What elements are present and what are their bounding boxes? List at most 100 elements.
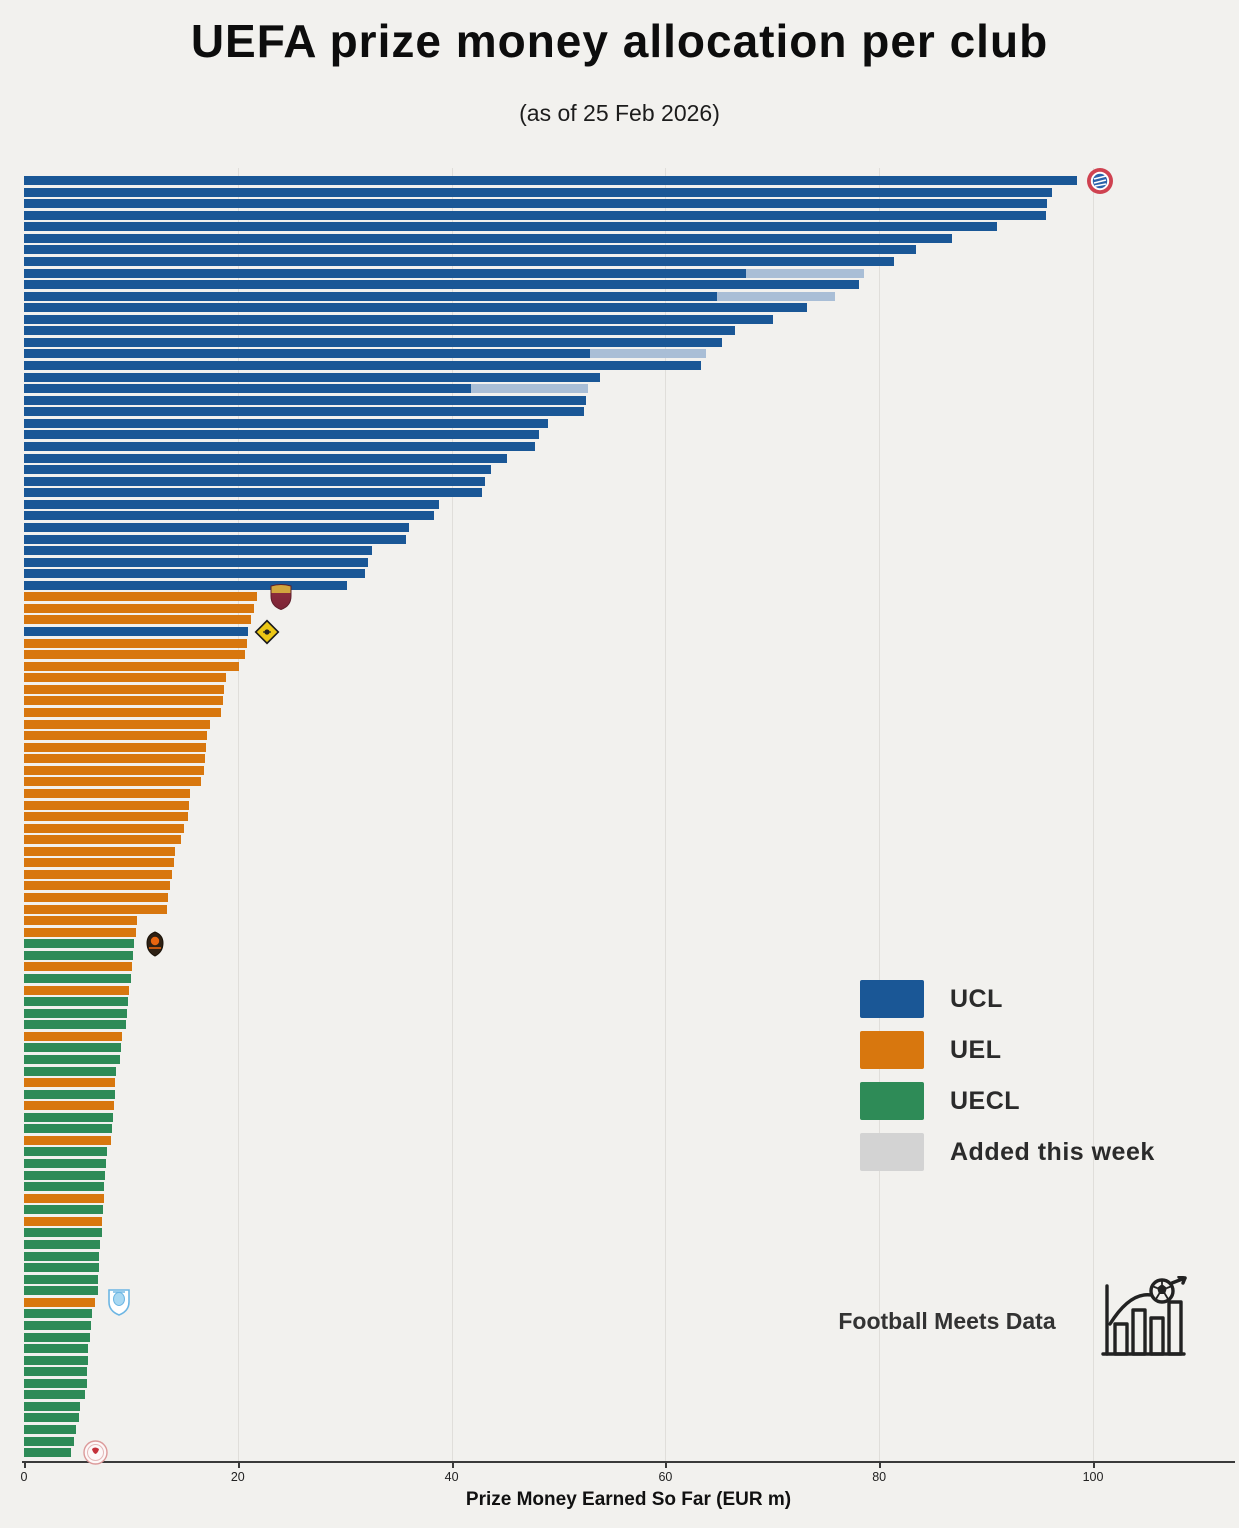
bar-28-ucl [24, 488, 482, 498]
tick-x20 [237, 1463, 240, 1468]
bar-38-uel [24, 603, 254, 613]
tick-x60 [665, 1463, 668, 1468]
bar-added-segment [716, 291, 836, 301]
legend-item-uel: UEL [860, 1031, 1155, 1069]
legend-swatch-uecl [860, 1082, 924, 1120]
bar-11-ucl [24, 291, 717, 301]
bar-41-uel [24, 638, 248, 648]
bar-19-ucl [24, 384, 471, 394]
legend-item-ucl: UCL [860, 980, 1155, 1018]
bar-25-ucl [24, 453, 508, 463]
bar-46-uel [24, 696, 223, 706]
bar-77-uecl [24, 1054, 121, 1064]
bar-66-uel [24, 927, 137, 937]
bar-added-segment [745, 268, 865, 278]
bar-37-uel [24, 592, 258, 602]
bar-74-uecl [24, 1020, 126, 1030]
bar-21-ucl [24, 407, 585, 417]
bar-13-ucl [24, 314, 774, 324]
bar-1-ucl [24, 176, 1077, 185]
bar-111-uecl [24, 1448, 72, 1458]
legend-label: Added this week [950, 1137, 1155, 1166]
tick-label-x100: 100 [1082, 1470, 1104, 1484]
bar-49-uel [24, 731, 207, 741]
bar-30-ucl [24, 511, 435, 521]
bar-7-ucl [24, 245, 916, 255]
bar-93-uecl [24, 1239, 100, 1249]
bar-70-uecl [24, 973, 131, 983]
tick-label-x80: 80 [872, 1470, 887, 1484]
bar-12-ucl [24, 303, 807, 313]
watermark-text: Football Meets Data [838, 1308, 1056, 1334]
bar-55-uel [24, 800, 189, 810]
bar-71-uel [24, 985, 129, 995]
bar-72-uecl [24, 997, 129, 1007]
x-axis-title: Prize Money Earned So Far (EUR m) [465, 1489, 792, 1510]
bar-18-ucl [24, 372, 601, 382]
bar-67-uecl [24, 939, 135, 949]
bar-20-ucl [24, 395, 587, 405]
gridline-x20 [237, 168, 239, 1461]
bar-32-ucl [24, 534, 406, 544]
bar-110-uecl [24, 1436, 75, 1446]
bar-95-uecl [24, 1263, 99, 1273]
bar-47-uel [24, 707, 221, 717]
chart-title: UEFA prize money allocation per club [190, 15, 1049, 67]
tick-label-x0: 0 [20, 1470, 28, 1484]
bar-59-uel [24, 846, 175, 856]
bar-76-uecl [24, 1043, 121, 1053]
bar-78-uecl [24, 1066, 117, 1076]
bar-44-uel [24, 673, 227, 683]
bar-69-uel [24, 962, 132, 972]
bar-60-uel [24, 858, 174, 868]
bar-45-uel [24, 684, 224, 694]
gridline-x100 [1093, 168, 1094, 1461]
bar-23-ucl [24, 430, 540, 440]
bar-105-uecl [24, 1378, 87, 1388]
bar-34-ucl [24, 557, 369, 567]
bar-103-uecl [24, 1355, 88, 1365]
bar-22-ucl [24, 418, 548, 428]
legend-label: UECL [950, 1086, 1021, 1115]
bar-50-uel [24, 742, 206, 752]
bar-82-uecl [24, 1112, 113, 1122]
bar-39-uel [24, 615, 251, 625]
legend-swatch-added-this-week [860, 1133, 924, 1171]
chart-subtitle: (as of 25 Feb 2026) [519, 100, 720, 126]
tick-x0 [24, 1463, 26, 1468]
gridline-x40 [451, 168, 453, 1461]
bar-3-ucl [24, 199, 1048, 209]
lincoln-red-imps-crest [83, 1440, 108, 1470]
bar-added-segment [470, 384, 589, 394]
bar-102-uecl [24, 1344, 89, 1354]
bar-101-uecl [24, 1332, 91, 1342]
tick-label-x20: 20 [230, 1470, 245, 1484]
bar-52-uel [24, 765, 204, 775]
gridline-x80 [879, 168, 881, 1461]
bar-24-ucl [24, 441, 535, 451]
bar-106-uecl [24, 1390, 85, 1400]
legend-swatch-uel [860, 1031, 924, 1069]
malmo-ff-crest [107, 1288, 130, 1321]
bar-88-uecl [24, 1182, 105, 1192]
bar-85-uecl [24, 1147, 108, 1157]
legend-label: UCL [950, 984, 1003, 1013]
bar-64-uel [24, 904, 168, 914]
as-roma-crest [270, 583, 292, 615]
bar-17-ucl [24, 361, 701, 371]
bar-92-uecl [24, 1228, 102, 1238]
bar-51-uel [24, 754, 205, 764]
bar-33-ucl [24, 546, 373, 556]
bar-48-uel [24, 719, 210, 729]
bar-99-uecl [24, 1309, 93, 1319]
gridline-x60 [665, 168, 667, 1461]
bar-54-uel [24, 788, 190, 798]
legend-swatch-ucl [860, 980, 924, 1018]
bar-96-uecl [24, 1274, 99, 1284]
x-axis-line [22, 1461, 1235, 1463]
bar-87-uecl [24, 1170, 106, 1180]
shakhtar-donetsk-crest [145, 931, 165, 962]
bar-9-ucl [24, 268, 746, 278]
bar-35-ucl [24, 569, 365, 579]
